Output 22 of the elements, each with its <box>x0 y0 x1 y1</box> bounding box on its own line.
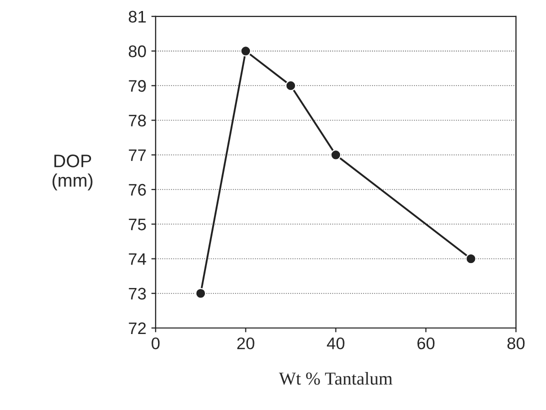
y-axis-title: DOP (mm) <box>52 154 92 190</box>
y-tick-label: 73 <box>128 288 146 300</box>
point <box>330 150 342 160</box>
point <box>466 253 476 264</box>
x-tick-label: 60 <box>417 337 434 350</box>
point <box>195 288 206 299</box>
x-tick-label: 0 <box>152 337 160 350</box>
y-tick-label: 76 <box>128 184 146 196</box>
y-tick-label: 80 <box>128 45 146 58</box>
y-tick-label: 75 <box>128 218 146 230</box>
y-tick-label: 79 <box>128 80 146 92</box>
x-axis-title: Wt % Tantalum <box>278 372 392 385</box>
y-tick-label: 81 <box>128 10 146 23</box>
y-tick-label: 78 <box>128 114 146 126</box>
x-tick-label: 40 <box>326 337 344 350</box>
point <box>285 80 296 92</box>
x-tick-label: 20 <box>237 337 254 350</box>
point <box>240 46 252 56</box>
y-tick-label: 77 <box>128 149 146 161</box>
x-tick-label: 80 <box>507 337 525 350</box>
y-tick-label: 72 <box>128 322 146 334</box>
y-tick-label: 74 <box>128 253 146 265</box>
